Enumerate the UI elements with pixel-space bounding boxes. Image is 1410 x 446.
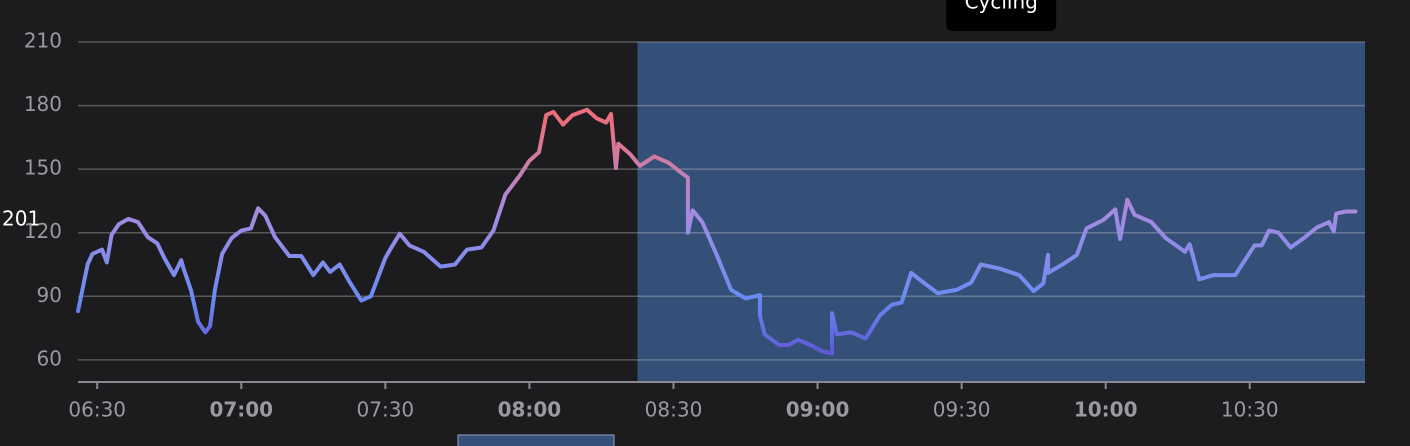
x-tick-label: 09:30 <box>933 398 991 422</box>
highlight-band <box>637 42 1365 381</box>
y-tick-label: 60 <box>37 346 62 370</box>
y-tick-label: 180 <box>24 92 62 116</box>
range-handle[interactable] <box>457 434 615 446</box>
y-tick-label: 150 <box>24 156 62 180</box>
x-tick-label: 10:30 <box>1221 398 1279 422</box>
tooltip-box <box>946 0 1057 31</box>
tooltip-label: Cycling <box>965 0 1038 14</box>
x-tick-label: 08:30 <box>645 398 703 422</box>
x-tick-label: 08:00 <box>498 398 562 422</box>
x-tick-label: 06:30 <box>68 398 126 422</box>
annotation: 201 <box>2 207 40 231</box>
y-tick-label: 120 <box>24 219 62 243</box>
y-tick-label: 90 <box>37 283 62 307</box>
y-tick-label: 210 <box>24 29 62 53</box>
x-tick-label: 07:30 <box>357 398 415 422</box>
x-tick-label: 10:00 <box>1074 398 1138 422</box>
heart-rate-line <box>76 107 1358 356</box>
x-tick-label: 07:00 <box>209 398 273 422</box>
x-tick-label: 09:00 <box>786 398 850 422</box>
